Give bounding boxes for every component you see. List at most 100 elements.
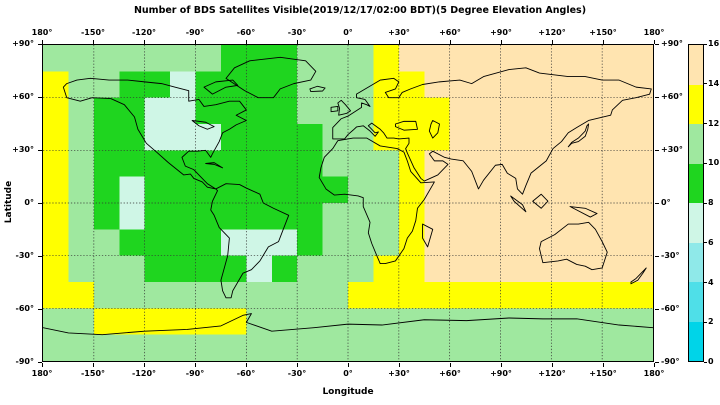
heatmap-cell: [373, 150, 399, 177]
heatmap-cell: [500, 150, 526, 177]
lon-tick-top: [41, 40, 43, 44]
colorbar: [688, 44, 704, 362]
colorbar-segment: [689, 321, 703, 361]
heatmap-cell: [373, 229, 399, 256]
heatmap-cell: [525, 255, 552, 282]
heatmap-cell: [195, 308, 221, 335]
heatmap-cell: [68, 255, 94, 282]
heatmap-cell: [144, 150, 171, 177]
heatmap-cell: [602, 308, 628, 335]
heatmap-cell: [449, 150, 476, 177]
lat-tick-label-left: +30°: [12, 145, 34, 154]
heatmap-cell: [144, 282, 171, 309]
heatmap-cell: [475, 176, 501, 203]
heatmap-cell: [627, 97, 653, 124]
coastline-north-america: [63, 78, 246, 189]
lon-tick-label-top: -120°: [131, 28, 157, 37]
heatmap-cell: [144, 124, 171, 151]
heatmap-cell: [43, 255, 69, 282]
lon-tick-label-bottom: 180°: [643, 369, 665, 378]
colorbar-tick: [704, 83, 707, 85]
heatmap-cell: [525, 150, 552, 177]
coastline-baffin-island: [204, 80, 238, 94]
lat-tick-right: [655, 361, 659, 363]
coastline-iceland: [310, 86, 325, 91]
lat-tick-left: [38, 255, 42, 257]
coastline-black-sea: [395, 121, 417, 130]
heatmap-cell: [398, 203, 425, 230]
heatmap-cell: [424, 255, 450, 282]
heatmap-cell: [576, 308, 603, 335]
heatmap-cell: [297, 229, 323, 256]
heatmap-cell: [195, 229, 221, 256]
colorbar-tick: [704, 282, 707, 283]
heatmap-cell: [170, 45, 196, 72]
heatmap-cell: [525, 229, 552, 256]
heatmap-cell: [170, 71, 196, 98]
heatmap-cell: [246, 334, 272, 361]
heatmap-cell: [602, 282, 628, 309]
heatmap-cell: [449, 334, 476, 361]
heatmap-cell: [449, 176, 476, 203]
coastline-new-guinea: [570, 207, 597, 218]
heatmap-cell: [602, 176, 628, 203]
lon-tick-bottom: [143, 363, 145, 367]
heatmap-cell: [43, 124, 69, 151]
lon-tick-bottom: [602, 363, 604, 367]
heatmap-cell: [551, 97, 577, 124]
heatmap-cell: [627, 334, 653, 361]
lat-tick-left: [38, 308, 42, 310]
coastline-madagascar: [423, 224, 433, 247]
heatmap-cell: [627, 150, 653, 177]
heatmap-cell: [449, 203, 476, 230]
heatmap-cell: [373, 45, 399, 72]
lat-tick-left: [38, 202, 42, 204]
heatmap-cell: [297, 124, 323, 151]
heatmap-cell: [449, 282, 476, 309]
lat-tick-label-left: -30°: [15, 251, 34, 260]
heatmap-cell: [398, 334, 425, 361]
colorbar-segment: [689, 203, 703, 243]
heatmap-cell: [271, 71, 298, 98]
heatmap-cell: [398, 71, 425, 98]
heatmap-cell: [220, 203, 247, 230]
heatmap-cell: [424, 229, 450, 256]
heatmap-cell: [246, 282, 272, 309]
heatmap-cell: [551, 308, 577, 335]
lon-tick-bottom: [245, 363, 247, 367]
heatmap-cell: [170, 308, 196, 335]
heatmap-cell: [119, 203, 145, 230]
heatmap-cell: [602, 203, 628, 230]
heatmap-cell: [500, 45, 526, 72]
heatmap-cell: [297, 45, 323, 72]
heatmap-cell: [475, 124, 501, 151]
coastline-eurasia: [333, 68, 652, 194]
heatmap-cell: [68, 150, 94, 177]
heatmap-cell: [627, 255, 653, 282]
heatmap-cell: [500, 282, 526, 309]
heatmap-cell: [322, 282, 348, 309]
heatmap-cell: [576, 150, 603, 177]
heatmap-cell: [424, 71, 450, 98]
heatmap-cell: [348, 334, 374, 361]
heatmap-cell: [475, 45, 501, 72]
heatmap-cell: [271, 282, 298, 309]
heatmap-cell: [525, 124, 552, 151]
heatmap-cell: [93, 124, 120, 151]
heatmap-cell: [449, 124, 476, 151]
x-axis-title: Longitude: [322, 387, 374, 397]
heatmap-cell: [246, 150, 272, 177]
heatmap-cell: [297, 282, 323, 309]
heatmap-cell: [68, 308, 94, 335]
heatmap-cell: [43, 203, 69, 230]
heatmap-cell: [246, 45, 272, 72]
heatmap-cell: [119, 255, 145, 282]
heatmap-cell: [119, 45, 145, 72]
heatmap-cell: [43, 334, 69, 361]
heatmap-cell: [68, 334, 94, 361]
lon-tick-top: [653, 40, 655, 44]
heatmap-cell: [68, 229, 94, 256]
lon-tick-label-bottom: -120°: [131, 369, 157, 378]
heatmap-cell: [220, 124, 247, 151]
colorbar-tick-label: 8: [708, 198, 714, 207]
